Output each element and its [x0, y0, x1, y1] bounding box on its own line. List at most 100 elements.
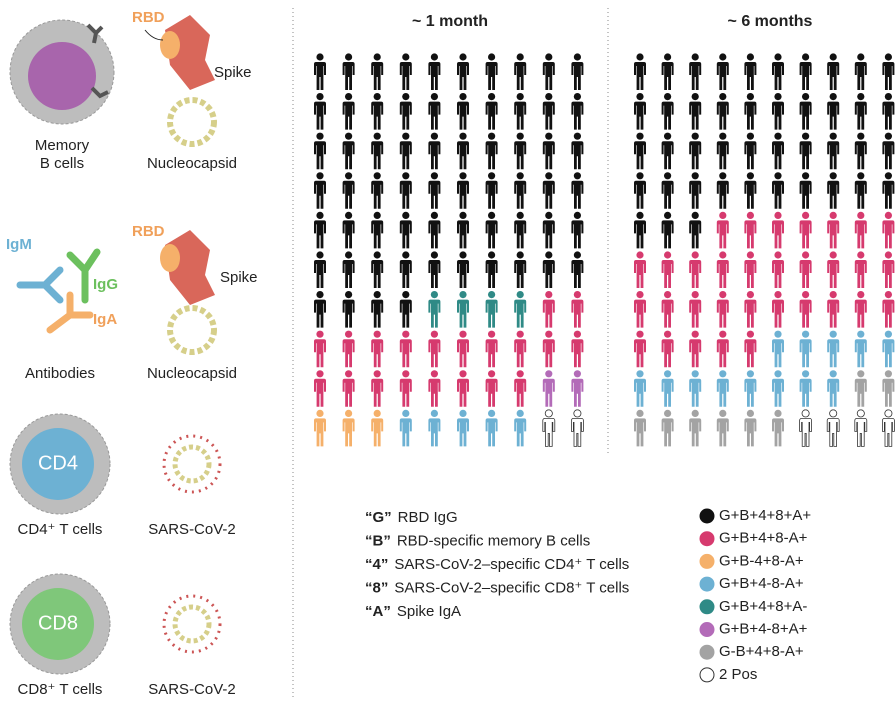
person-icon [542, 132, 555, 170]
person-icon [634, 132, 646, 170]
person-icon [399, 251, 412, 288]
person-icon [854, 291, 867, 328]
key-item: “4” SARS-CoV-2–specific CD4⁺ T cells [365, 556, 629, 573]
person-icon [457, 172, 469, 209]
person-icon [744, 330, 757, 368]
person-icon [371, 370, 384, 407]
person-icon [399, 291, 412, 328]
person-icon [689, 172, 702, 209]
person-icon [827, 172, 840, 209]
spike-icon [144, 15, 215, 90]
person-icon [570, 409, 584, 447]
person-icon [342, 291, 355, 328]
person-icon [428, 93, 441, 130]
cd8-nucleus [22, 588, 94, 660]
person-icon [716, 251, 729, 288]
person-icon [514, 53, 527, 90]
person-icon [661, 132, 674, 170]
cell-caption: Memory [35, 137, 90, 154]
key-code: “4” [365, 556, 388, 573]
person-icon [371, 132, 384, 170]
key-text: RBD-specific memory B cells [397, 532, 590, 549]
legend-marker [699, 622, 715, 637]
person-icon [399, 409, 412, 447]
person-icon [399, 172, 412, 209]
person-icon [799, 330, 812, 368]
person-icon [634, 53, 646, 90]
person-icon [542, 291, 555, 328]
person-icon [827, 93, 840, 130]
person-icon [514, 93, 527, 130]
person-icon [342, 53, 355, 90]
person-icon [882, 291, 895, 328]
person-icon [827, 53, 840, 90]
person-icon [744, 172, 757, 209]
key-code: “G” [365, 509, 392, 526]
nucleocapsid-label: Nucleocapsid [147, 155, 237, 172]
spike-icon [160, 230, 215, 305]
person-icon [399, 93, 412, 130]
person-icon [514, 251, 527, 288]
person-icon [661, 211, 674, 249]
person-icon [342, 370, 355, 407]
person-icon [799, 93, 812, 130]
person-icon [772, 93, 784, 130]
person-icon [826, 409, 840, 447]
person-icon [634, 291, 646, 328]
person-icon [514, 291, 527, 328]
person-icon [314, 409, 326, 447]
person-icon [571, 291, 584, 328]
person-icon [744, 53, 757, 90]
person-icon [428, 370, 441, 407]
person-icon [854, 370, 867, 407]
legend-label: G+B+4-8+A+ [719, 620, 808, 637]
person-icon [772, 330, 784, 368]
person-icon [634, 251, 646, 288]
person-icon [772, 251, 784, 288]
person-icon [881, 409, 895, 447]
person-icon [854, 251, 867, 288]
person-icon [571, 93, 584, 130]
person-icon [457, 93, 469, 130]
legend-label: G+B+4+8-A+ [719, 530, 808, 547]
person-icon [428, 251, 441, 288]
person-icon [634, 211, 646, 249]
key-text: SARS-CoV-2–specific CD4⁺ T cells [394, 556, 629, 573]
person-icon [799, 291, 812, 328]
person-icon [428, 172, 441, 209]
person-icon [799, 53, 812, 90]
pictograms-and-legend: ~ 1 month ~ 6 months “G” RBD IgG “B” RBD-spec… [314, 13, 895, 683]
person-icon [689, 251, 702, 288]
panel-title: ~ 1 month [412, 13, 488, 30]
person-icon [485, 93, 498, 130]
person-icon [716, 370, 729, 407]
legend-label: G-B+4+8-A+ [719, 643, 804, 660]
person-icon [371, 93, 384, 130]
person-icon [371, 172, 384, 209]
person-icon [514, 211, 527, 249]
person-icon [342, 132, 355, 170]
person-icon [485, 291, 498, 328]
person-icon [689, 409, 702, 447]
person-icon [716, 211, 729, 249]
virus-icon [162, 594, 222, 654]
person-icon [716, 330, 729, 368]
person-icon [827, 251, 840, 288]
antibodies-icon [16, 248, 101, 334]
person-icon [772, 132, 784, 170]
person-icon [314, 132, 326, 170]
person-icon [485, 172, 498, 209]
person-icon [457, 251, 469, 288]
rbd-label: RBD [132, 223, 165, 240]
person-icon [827, 291, 840, 328]
key-text: RBD IgG [398, 509, 458, 526]
person-icon [634, 370, 646, 407]
person-icon [882, 211, 895, 249]
person-icon [314, 93, 326, 130]
person-icon [399, 53, 412, 90]
person-icon [744, 251, 757, 288]
person-icon [399, 330, 412, 368]
spike-label: Spike [214, 64, 252, 81]
person-icon [716, 172, 729, 209]
